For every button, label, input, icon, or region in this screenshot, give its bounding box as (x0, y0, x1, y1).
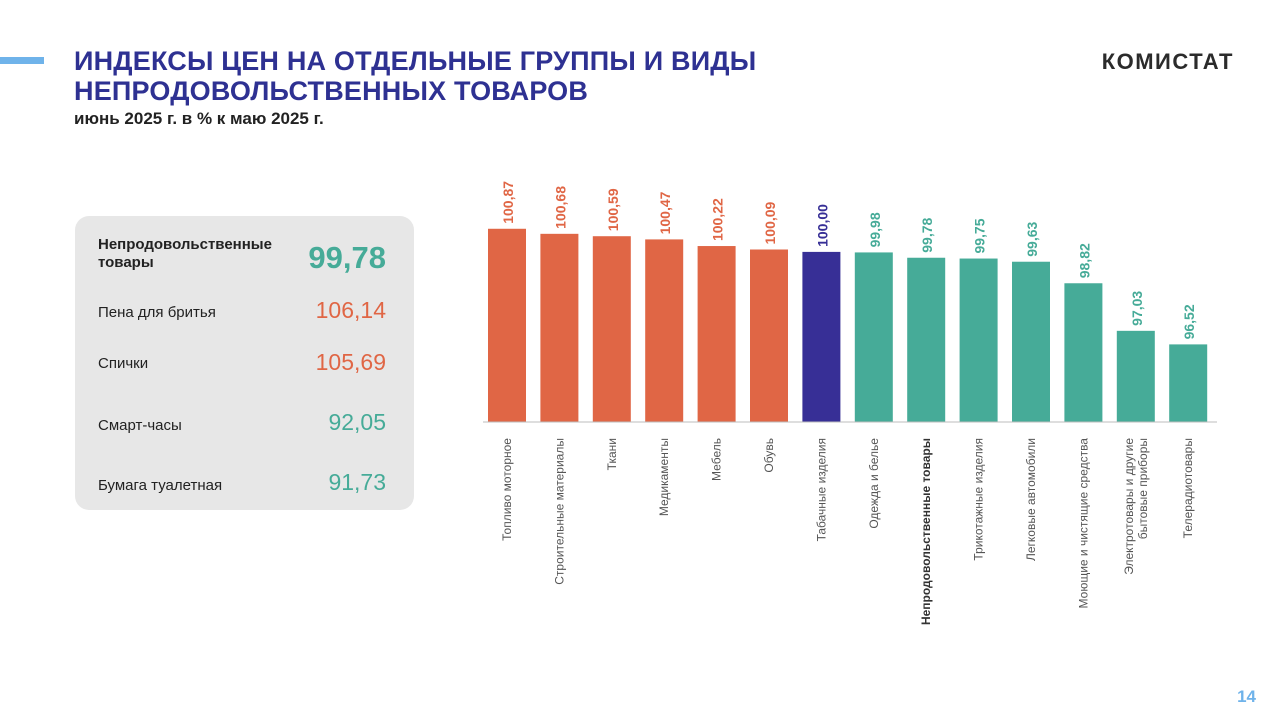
bar-11 (1064, 283, 1103, 422)
bar-6 (802, 251, 841, 422)
summary-value-2: 105,69 (315, 349, 386, 375)
value-label-8: 99,78 (919, 217, 935, 252)
value-label-12: 97,03 (1129, 291, 1145, 326)
category-label-12-0: Электротовары и другие (1122, 438, 1136, 575)
bar-3 (645, 239, 684, 422)
summary-value-4: 91,73 (328, 469, 386, 495)
bar-7 (854, 252, 893, 422)
summary-value-3: 92,05 (328, 409, 386, 435)
page-subtitle: июнь 2025 г. в % к маю 2025 г. (74, 109, 324, 128)
value-label-4: 100,22 (710, 198, 726, 241)
summary-label-3: Смарт-часы (98, 417, 182, 434)
value-label-0: 100,87 (500, 181, 516, 224)
summary-value-1: 106,14 (315, 297, 386, 323)
summary-panel: Непродовольственные товары 99,78 Пена дл… (75, 216, 414, 510)
category-label-9: Трикотажные изделия (972, 438, 986, 561)
bar-1 (540, 233, 579, 422)
category-label-1: Строительные материалы (552, 438, 566, 585)
bar-4 (697, 246, 736, 422)
summary-label-1: Пена для бритья (98, 304, 216, 321)
page-title: ИНДЕКСЫ ЦЕН НА ОТДЕЛЬНЫЕ ГРУППЫ И ВИДЫ Н… (74, 46, 974, 106)
category-label-4: Мебель (710, 438, 724, 481)
category-label-10: Легковые автомобили (1024, 438, 1038, 561)
summary-label-4: Бумага туалетная (98, 477, 223, 494)
value-label-5: 100,09 (762, 201, 778, 244)
category-label-7: Одежда и белье (867, 438, 881, 529)
category-label-2: Ткани (605, 438, 619, 470)
bar-13 (1169, 344, 1208, 422)
category-label-0: Топливо моторное (500, 438, 514, 541)
value-label-11: 98,82 (1076, 243, 1092, 278)
bar-9 (959, 258, 998, 422)
title-line-2: НЕПРОДОВОЛЬСТВЕННЫХ ТОВАРОВ (74, 76, 589, 106)
bar-0 (488, 228, 526, 422)
category-label-13: Телерадиотовары (1181, 438, 1195, 538)
category-label-8: Непродовольственные товары (919, 438, 933, 625)
summary-label-2: Спички (98, 355, 149, 372)
value-label-7: 99,98 (867, 212, 883, 247)
value-label-3: 100,47 (657, 191, 673, 234)
value-label-1: 100,68 (552, 186, 568, 229)
bar-5 (750, 249, 788, 422)
bar-2 (592, 236, 631, 422)
category-label-6: Табачные изделия (814, 438, 828, 541)
title-line-1: ИНДЕКСЫ ЦЕН НА ОТДЕЛЬНЫЕ ГРУППЫ И ВИДЫ (74, 46, 757, 76)
value-label-6: 100,00 (814, 204, 830, 247)
bar-10 (1012, 261, 1050, 422)
bar-12 (1116, 330, 1155, 422)
value-label-9: 99,75 (972, 218, 988, 253)
value-label-13: 96,52 (1181, 304, 1197, 339)
accent-bar (0, 57, 44, 64)
category-label-11: Моющие и чистящие средства (1076, 438, 1090, 609)
brand-logo: КОМИСТАТ (1101, 49, 1234, 74)
page-number: 14 (1237, 687, 1256, 706)
summary-label-0: Непродовольственные товары (98, 236, 272, 271)
category-label-5: Обувь (762, 438, 776, 473)
category-label-12-1: бытовые приборы (1136, 438, 1150, 539)
value-label-2: 100,59 (605, 188, 621, 231)
value-label-10: 99,63 (1024, 221, 1040, 256)
summary-value-0: 99,78 (308, 240, 386, 275)
category-label-3: Медикаменты (657, 438, 671, 516)
bar-8 (907, 257, 946, 422)
